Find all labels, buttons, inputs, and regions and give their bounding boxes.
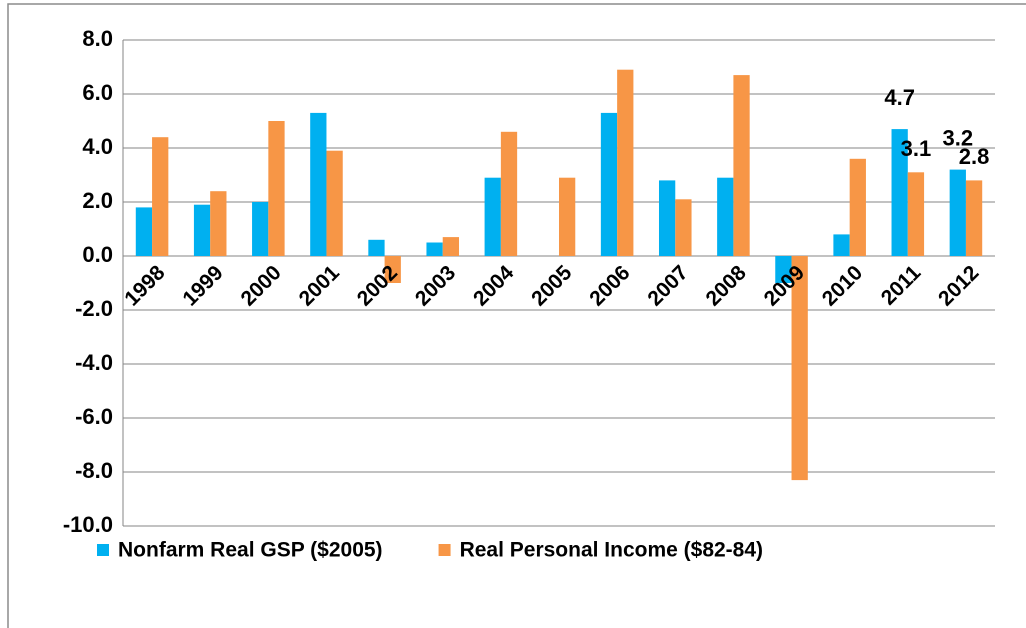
y-tick-label: -2.0	[75, 296, 113, 321]
x-tick-label: 2001	[295, 261, 345, 311]
data-label: 3.2	[942, 125, 973, 150]
legend-swatch	[438, 544, 451, 556]
bar	[965, 180, 983, 256]
bar	[600, 112, 618, 257]
bar	[152, 137, 169, 256]
data-label: 3.1	[901, 136, 932, 161]
legend-label: Real Personal Income ($82-84)	[460, 539, 763, 562]
bar	[442, 237, 460, 256]
x-tick-label: 2006	[585, 261, 634, 310]
x-tick-label: 2004	[469, 261, 519, 311]
bar	[310, 112, 327, 257]
bar	[368, 239, 385, 256]
bar	[500, 131, 518, 256]
x-tick-label: 2010	[818, 261, 867, 310]
legend-label: Nonfarm Real GSP ($2005)	[118, 539, 383, 562]
x-tick-label: 2012	[934, 261, 983, 310]
bar	[559, 177, 576, 256]
bar	[833, 234, 850, 256]
x-tick-label: 2005	[527, 261, 577, 311]
bar	[891, 129, 908, 256]
bar	[907, 172, 925, 256]
bar	[426, 242, 443, 256]
bar	[949, 169, 966, 256]
x-tick-label: 2007	[643, 261, 692, 310]
bar	[484, 177, 501, 256]
x-tick-label: 1998	[120, 261, 170, 311]
x-tick-label: 1999	[178, 261, 227, 310]
y-tick-label: 0.0	[82, 242, 113, 267]
data-label: 4.7	[884, 85, 915, 110]
bar	[791, 256, 808, 481]
y-tick-label: -8.0	[75, 458, 113, 483]
y-tick-label: -4.0	[75, 350, 113, 375]
y-tick-label: 4.0	[82, 134, 113, 159]
bar	[193, 204, 211, 256]
x-tick-label: 2000	[236, 261, 285, 310]
bar	[617, 69, 634, 256]
data-label: 2.8	[959, 144, 990, 169]
bar	[717, 177, 734, 256]
chart-frame	[7, 3, 1026, 628]
y-tick-label: 2.0	[82, 188, 113, 213]
bar	[775, 256, 792, 283]
bar	[252, 202, 269, 256]
bar	[849, 158, 866, 256]
bar	[675, 199, 692, 256]
bar	[384, 256, 401, 283]
bar	[135, 207, 153, 256]
bar	[210, 191, 227, 256]
bar	[326, 150, 343, 256]
y-tick-label: 6.0	[82, 80, 113, 105]
x-tick-label: 2008	[702, 261, 752, 311]
bar	[733, 75, 750, 256]
legend-swatch	[97, 544, 109, 556]
y-tick-label: -6.0	[75, 404, 113, 429]
y-tick-label: -10.0	[63, 512, 113, 537]
x-tick-label: 2011	[877, 261, 926, 310]
bar	[268, 121, 285, 256]
y-tick-label: 8.0	[82, 26, 113, 51]
x-tick-label: 2003	[411, 261, 460, 310]
bar	[658, 180, 676, 256]
